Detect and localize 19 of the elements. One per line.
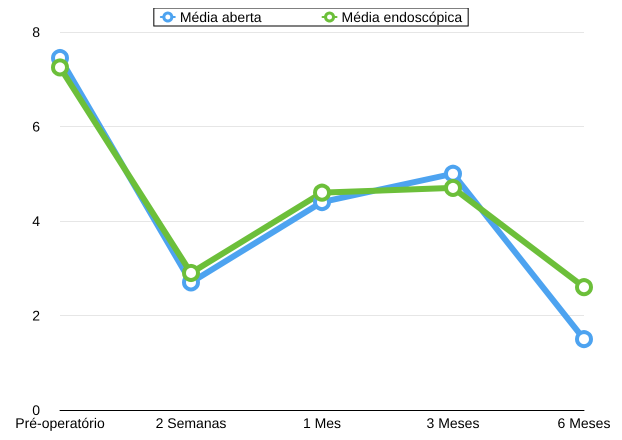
legend-label: Média aberta: [180, 9, 262, 25]
point: [575, 278, 593, 296]
point: [182, 264, 200, 282]
y-tick-label: 2: [32, 308, 40, 324]
point: [51, 58, 69, 76]
point: [575, 330, 593, 348]
point: [444, 164, 462, 183]
x-tick-label: 1 Mes: [302, 415, 342, 431]
x-tick-label: Pré-operatório: [15, 415, 105, 431]
legend-label: Média endoscópica: [342, 9, 462, 25]
point: [444, 178, 462, 197]
x-tick-label: 3 Meses: [426, 415, 480, 431]
y-tick-label: 0: [32, 402, 40, 418]
y-tick-label: 4: [32, 213, 40, 229]
x-tick-label: 2 Semanas: [156, 415, 226, 431]
x-tick-label: 6 Meses: [558, 415, 610, 431]
point: [313, 184, 331, 202]
y-tick-label: 6: [32, 118, 40, 134]
y-tick-label: 8: [32, 24, 40, 40]
